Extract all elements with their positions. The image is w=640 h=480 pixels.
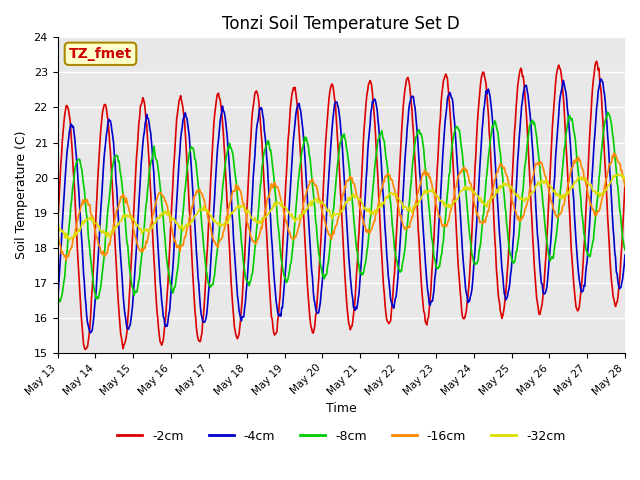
Legend: -2cm, -4cm, -8cm, -16cm, -32cm: -2cm, -4cm, -8cm, -16cm, -32cm bbox=[112, 425, 570, 448]
Text: TZ_fmet: TZ_fmet bbox=[69, 47, 132, 61]
Y-axis label: Soil Temperature (C): Soil Temperature (C) bbox=[15, 131, 28, 259]
X-axis label: Time: Time bbox=[326, 402, 356, 415]
Title: Tonzi Soil Temperature Set D: Tonzi Soil Temperature Set D bbox=[222, 15, 460, 33]
